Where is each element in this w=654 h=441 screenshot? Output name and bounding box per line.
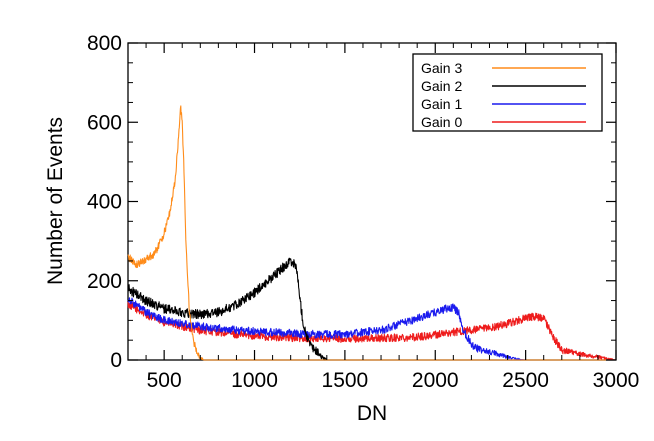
legend-label: Gain 0: [421, 114, 462, 130]
legend-label: Gain 2: [421, 78, 462, 94]
series-line-gain-2: [127, 257, 328, 361]
y-tick-label: 0: [110, 349, 122, 372]
series-line-gain-1: [127, 297, 526, 361]
y-tick-label: 800: [87, 32, 122, 55]
x-tick-label: 2000: [412, 369, 459, 392]
series-layer: [127, 105, 617, 361]
x-axis-label: DN: [357, 402, 387, 425]
y-tick-label: 400: [87, 191, 122, 214]
legend-label: Gain 1: [421, 96, 462, 112]
series-line-gain-0: [127, 301, 617, 361]
x-tick-label: 500: [147, 369, 182, 392]
y-tick-label: 200: [87, 270, 122, 293]
y-axis-label: Number of Events: [44, 117, 67, 285]
legend-label: Gain 3: [421, 60, 462, 76]
y-tick-label: 600: [87, 111, 122, 134]
x-tick-label: 1000: [231, 369, 278, 392]
x-tick-label: 3000: [593, 369, 640, 392]
tick-layer: 500 1000 1500 2000 2500 3000 0 200 400 600 800: [87, 32, 639, 392]
x-tick-label: 2500: [502, 369, 549, 392]
legend-box: [412, 53, 603, 132]
series-line-gain-3: [127, 105, 617, 361]
legend: Gain 3 Gain 2 Gain 1 Gain 0: [412, 53, 603, 132]
x-tick-label: 1500: [322, 369, 369, 392]
